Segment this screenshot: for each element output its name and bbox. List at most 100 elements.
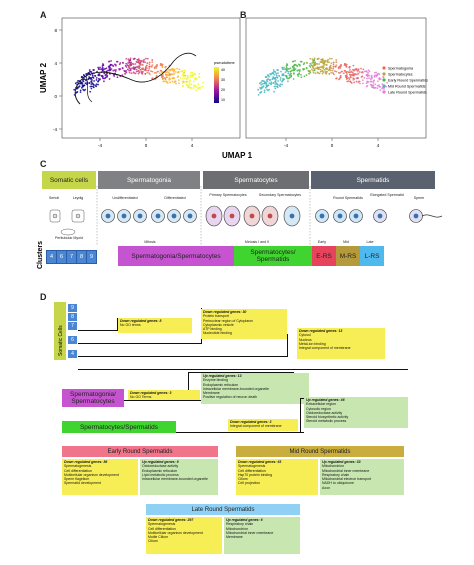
nucleus-icon — [377, 213, 383, 219]
umap-a-point — [184, 77, 186, 80]
umap-a-point — [168, 77, 171, 80]
umap-a-point — [151, 61, 154, 64]
umap-a-point — [156, 70, 159, 73]
sperm-tail-icon — [421, 214, 443, 218]
umap-a-point — [137, 72, 140, 75]
umap-a-point — [153, 67, 156, 70]
umap-b-point — [375, 71, 378, 74]
cell-schematic — [49, 186, 443, 246]
umap-b-point — [321, 72, 324, 75]
nucleus-icon — [267, 213, 273, 219]
umap-a-point — [97, 68, 100, 70]
umap-b-point — [378, 73, 381, 76]
umap-a-point — [188, 81, 191, 84]
umap-b-point — [361, 79, 364, 82]
umap-b-point — [289, 70, 292, 73]
label-late: Late — [366, 240, 374, 244]
umap-a-point — [165, 75, 168, 78]
umap-a-point — [128, 61, 131, 64]
umap-a-axes: -4 0 4 8 4 0 -4 UMAP 2 — [39, 17, 241, 148]
umap-a-point — [91, 79, 93, 81]
umap-b-point — [329, 65, 331, 68]
umap-b-point — [366, 77, 368, 80]
umap-b-point — [374, 83, 377, 86]
umap-b-point — [376, 80, 379, 83]
umap-b-point — [297, 75, 300, 77]
umap-xlabel: UMAP 1 — [222, 151, 253, 160]
umap-b-point — [366, 74, 369, 76]
umap-b-point — [258, 82, 261, 85]
umap-a-point — [139, 68, 142, 71]
umap-a-point — [95, 77, 98, 79]
go-box-sc-down-3: Down regulated genes: 3 Integral compone… — [228, 419, 298, 431]
umap-b-point — [344, 74, 347, 77]
umap-a-point — [162, 74, 164, 76]
umap-a-point — [185, 80, 188, 83]
label-sertoli: Sertoli — [48, 196, 60, 200]
umap-a-point — [171, 77, 174, 80]
umap-b-point — [289, 67, 292, 70]
umap-a-point — [82, 74, 85, 76]
umap-a-point — [138, 65, 141, 67]
d-cluster-9: 9 — [68, 304, 77, 312]
umap-a-point — [182, 74, 185, 76]
umap-a-point — [198, 72, 201, 75]
umap-b-point — [260, 90, 263, 93]
umap-a-point — [168, 78, 171, 81]
umap-b-point — [386, 81, 389, 84]
umap-a-point — [97, 66, 100, 69]
umap-b-point — [310, 64, 313, 67]
umap-b-point — [349, 69, 351, 71]
umap-b-point — [346, 74, 348, 76]
umap-a-point — [101, 69, 104, 72]
label-round: Round Spermatids — [333, 196, 363, 200]
umap-b-point — [291, 60, 294, 63]
pseudotime-colorbar: pseudotime 10 20 30 40 — [214, 60, 235, 103]
umap-a-point — [90, 85, 93, 88]
umap-a-point — [137, 59, 140, 62]
x-tick-b-2: 0 — [331, 143, 334, 148]
umap-a-point — [145, 57, 147, 60]
umap-a-point — [129, 59, 132, 62]
umap-b-point — [265, 79, 268, 81]
umap-b-point — [273, 77, 276, 80]
umap-a-point — [179, 76, 182, 79]
d-spermatocytes-spermatids: Spermatocytes/Spermatids — [62, 421, 176, 433]
umap-a-point — [79, 91, 82, 94]
colorbar-tick-1: 10 — [221, 98, 225, 102]
umap-b-point — [265, 81, 267, 84]
d-cluster-7: 7 — [68, 322, 77, 330]
umap-a-point — [148, 72, 150, 74]
legend-label-spermatogonia: Spermatogonia — [388, 67, 414, 71]
umap-a-point — [125, 57, 128, 60]
umap-a-point — [166, 81, 168, 84]
umap-a-point — [140, 72, 143, 74]
x-tick-a-2: 0 — [145, 143, 148, 148]
umap-b-point — [355, 67, 358, 70]
umap-b-point — [340, 65, 342, 68]
umap-b-point — [293, 67, 296, 69]
umap-a-point — [89, 90, 92, 93]
umap-b-point — [360, 67, 362, 70]
umap-b-point — [313, 57, 316, 60]
label-mitosis: Mitosis — [144, 240, 156, 244]
umap-b-point — [266, 88, 269, 91]
bar-e-rs: E-RS — [312, 246, 336, 266]
umap-a-point — [201, 85, 204, 88]
nucleus-icon — [413, 213, 419, 219]
umap-b-point — [269, 78, 271, 81]
umap-a-point — [147, 69, 150, 72]
umap-b-point — [308, 64, 311, 67]
umap-a-point — [174, 71, 177, 73]
nucleus-icon — [105, 213, 111, 219]
umap-b-point — [332, 67, 335, 70]
umap-a-point — [151, 59, 154, 61]
umap-a-point — [113, 63, 116, 66]
umap-b-point — [340, 70, 343, 73]
umap-a-point — [161, 76, 163, 79]
umap-a-point — [144, 69, 146, 72]
umap-a-point — [146, 71, 149, 74]
go-box-somatic-down-8: Down regulated genes: 8 No GO terms — [118, 318, 192, 333]
umap-a-point — [146, 57, 149, 60]
nucleus-icon — [137, 213, 143, 219]
